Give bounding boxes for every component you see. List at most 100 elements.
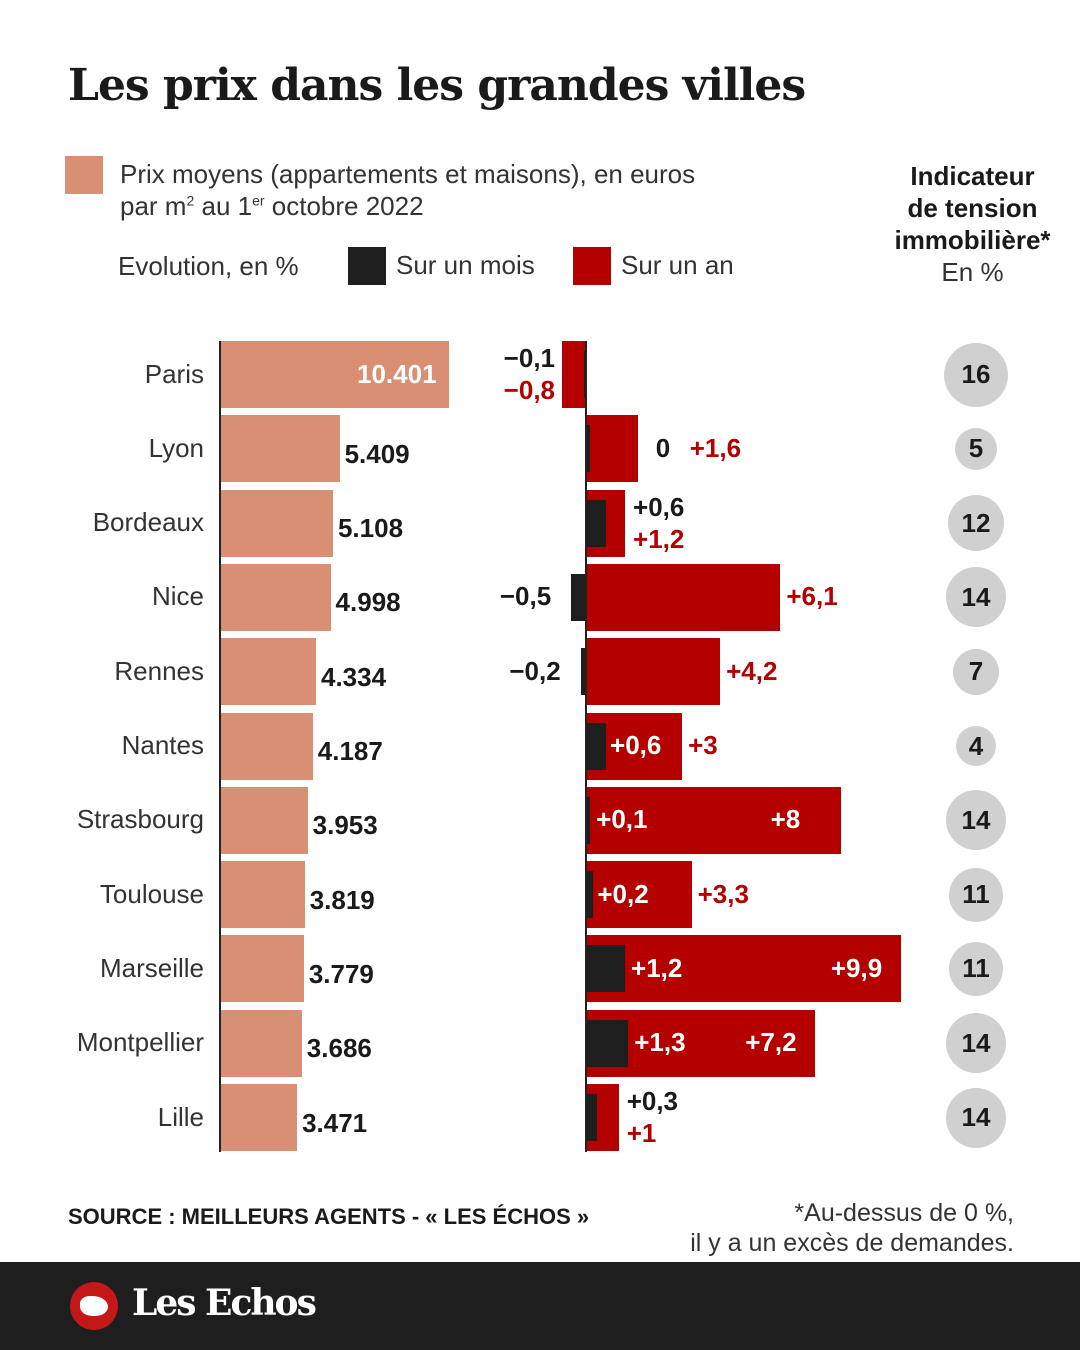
year-bar: [587, 861, 692, 929]
price-label: 3.953: [312, 810, 378, 841]
price-label: 5.409: [344, 438, 410, 469]
year-label: +4,2: [726, 655, 778, 686]
evolution-axis: [585, 341, 587, 1152]
tension-circle: 14: [946, 790, 1006, 851]
price-bar: [221, 415, 340, 483]
month-label: −0,2: [509, 655, 561, 686]
city-label: Paris: [144, 358, 204, 389]
month-bar: [587, 871, 594, 919]
price-bar: [221, 861, 305, 929]
year-bar: [587, 415, 638, 483]
price-label: 10.401: [357, 358, 437, 389]
year-label: +7,2: [745, 1027, 797, 1058]
price-label: 3.471: [302, 1107, 368, 1138]
price-bar: [221, 1084, 298, 1151]
month-label: +1,2: [631, 952, 683, 983]
logo-text: Les Echos: [132, 1282, 317, 1324]
month-label: −0,1: [503, 343, 555, 373]
t: au 1: [194, 191, 253, 221]
month-bar: [587, 945, 626, 993]
legend-price-line1: Prix moyens (appartements et maisons), e…: [120, 159, 696, 189]
t: er: [252, 192, 265, 209]
month-label: +0,1: [596, 804, 648, 835]
chart-title: Les prix dans les grandes villes: [68, 60, 806, 111]
year-bar: [561, 341, 587, 408]
city-label: Nice: [151, 581, 204, 612]
tension-circle: 14: [946, 1013, 1006, 1074]
price-bar: [221, 935, 304, 1003]
month-label: +0,6: [610, 730, 662, 760]
source: SOURCE : MEILLEURS AGENTS - « LES ÉCHOS …: [68, 1204, 590, 1229]
t: il y a un excès de demandes.: [690, 1229, 1014, 1257]
les-echos-logo-icon: [70, 1282, 118, 1330]
year-bar: [587, 638, 721, 706]
t: de tension: [907, 193, 1038, 223]
price-label: 3.819: [309, 884, 375, 915]
month-label: +0,6: [633, 491, 685, 522]
price-bar: [221, 341, 449, 408]
tension-circle: 11: [949, 941, 1003, 996]
month-label: −0,5: [499, 581, 552, 612]
month-label: +1,3: [634, 1027, 686, 1058]
tension-circle: 11: [949, 867, 1003, 922]
price-label: 4.334: [321, 661, 387, 692]
city-label: Rennes: [114, 655, 204, 686]
month-bar: [587, 425, 590, 473]
price-label: 3.686: [306, 1033, 372, 1064]
price-label: 3.779: [308, 958, 374, 989]
city-label: Strasbourg: [76, 804, 204, 835]
city-label: Montpellier: [76, 1027, 204, 1058]
t: immobilière*: [894, 225, 1051, 255]
tension-circle: 12: [948, 495, 1004, 552]
price-label: 5.108: [337, 513, 404, 544]
city-label: Lyon: [148, 432, 204, 463]
month-label: +0,2: [597, 878, 649, 909]
price-bar: [221, 1009, 302, 1077]
tension-header: Indicateur de tension immobilière* En %: [880, 160, 1065, 288]
year-label: +3,3: [697, 878, 749, 909]
price-label: 4.187: [317, 736, 383, 766]
t: Indicateur: [910, 161, 1035, 191]
legend-price-line2: par m2 au 1er octobre 2022: [120, 191, 424, 222]
price-bar: [221, 489, 333, 557]
month-bar: [587, 722, 607, 770]
year-bar: [587, 786, 841, 854]
year-label: +1,6: [689, 432, 742, 463]
tension-circle: 16: [944, 342, 1008, 407]
city-label: Toulouse: [99, 878, 204, 909]
month-bar: [587, 1094, 597, 1141]
city-label: Bordeaux: [92, 507, 204, 538]
t: octobre 2022: [264, 191, 424, 221]
price-bar: [221, 638, 316, 706]
month-bar: [571, 573, 587, 621]
city-label: Lille: [157, 1101, 204, 1132]
t: En %: [941, 257, 1004, 287]
t: 2: [186, 192, 195, 209]
year-label: −0,8: [503, 375, 555, 405]
year-bar: [587, 935, 901, 1003]
legend-evolution: Evolution, en %: [118, 251, 299, 281]
price-bar: [221, 712, 313, 780]
legend-year: Sur un an: [621, 250, 734, 280]
price-bar: [221, 563, 331, 631]
t: par m: [120, 191, 187, 221]
month-label: 0: [655, 432, 671, 463]
month-label: +0,3: [626, 1086, 679, 1116]
tension-circle: 4: [956, 726, 996, 766]
price-axis: [219, 341, 221, 1152]
city-label: Nantes: [121, 730, 204, 760]
legend-swatch-price: [65, 156, 103, 194]
t: *Au-dessus de 0 %,: [794, 1199, 1014, 1227]
year-label: +8: [770, 804, 801, 835]
tension-circle: 5: [955, 427, 997, 470]
year-label: +6,1: [786, 581, 838, 612]
legend-month: Sur un mois: [396, 250, 535, 280]
year-label: +1: [626, 1118, 657, 1148]
month-bar: [587, 1019, 629, 1067]
legend-swatch-year: [573, 247, 611, 285]
legend-swatch-month: [348, 247, 386, 285]
tension-circle: 14: [946, 1087, 1006, 1148]
month-bar: [587, 499, 607, 547]
year-label: +1,2: [633, 523, 685, 554]
